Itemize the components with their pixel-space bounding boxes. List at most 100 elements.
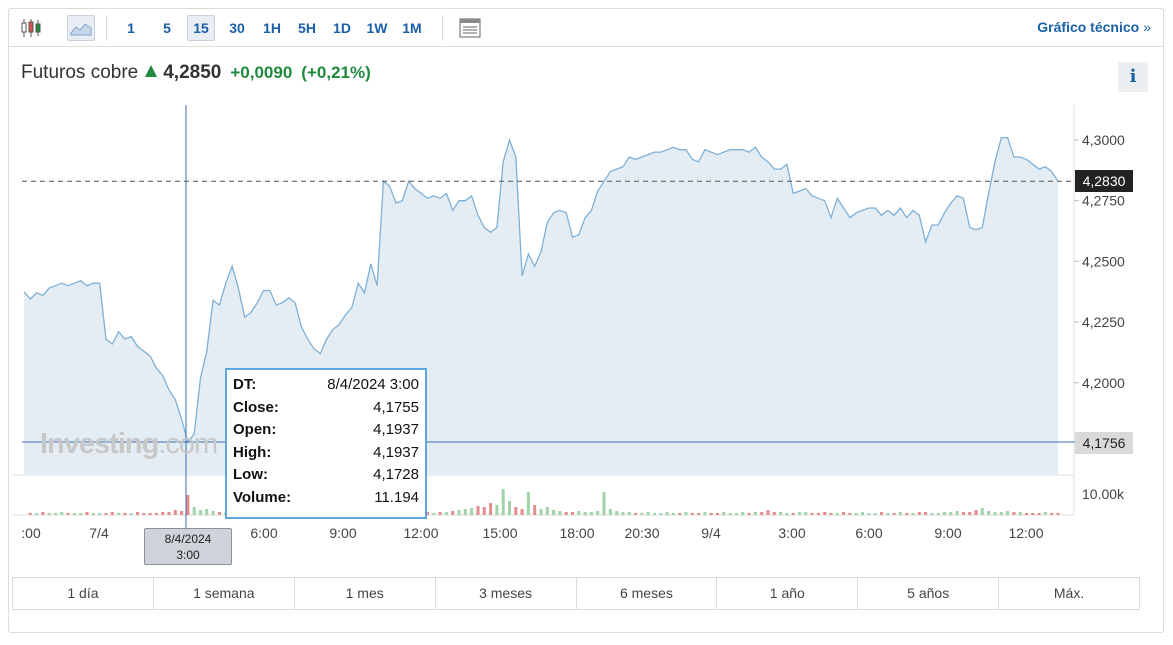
volume-bar: [161, 512, 165, 515]
table-view-icon[interactable]: [457, 15, 483, 41]
volume-bar: [665, 512, 669, 515]
volume-bar: [867, 513, 871, 515]
volume-bar: [489, 503, 493, 515]
chevron-right-icon: »: [1143, 19, 1151, 35]
volume-bar: [571, 512, 574, 515]
volume-bar: [41, 512, 45, 515]
volume-bar: [949, 512, 953, 515]
timeframe-15[interactable]: 15: [187, 15, 215, 41]
volume-bar: [60, 512, 64, 515]
y-tick-label: 4,2250: [1082, 314, 1125, 330]
info-button[interactable]: i: [1118, 62, 1148, 92]
tooltip-row: High: 4,1937: [233, 442, 419, 465]
volume-bar: [791, 513, 795, 515]
volume-bar: [722, 512, 726, 515]
volume-bar: [798, 512, 801, 515]
area-chart-icon[interactable]: [67, 15, 95, 41]
volume-bar: [678, 513, 682, 515]
volume-bar: [123, 513, 127, 515]
timeframe-5h[interactable]: 5H: [298, 20, 316, 36]
volume-bar: [470, 508, 474, 515]
quote-header: Futuros cobre 4,2850 +0,0090 (+0,21%): [21, 62, 371, 86]
volume-bar: [66, 513, 70, 515]
volume-bar: [640, 513, 644, 515]
price-line: [23, 136, 1059, 444]
tooltip-row: Volume: 11.194: [233, 487, 419, 510]
volume-bar: [1025, 513, 1028, 515]
volume-bar: [451, 511, 455, 515]
volume-bar: [520, 509, 524, 515]
volume-bar: [98, 513, 102, 515]
tooltip-value: 4,1728: [373, 466, 419, 484]
timeframe-1w[interactable]: 1W: [366, 20, 388, 36]
candlestick-icon[interactable]: [19, 15, 45, 41]
volume-bar: [596, 511, 600, 515]
timeframe-1h[interactable]: 1H: [263, 20, 281, 36]
volume-bar: [508, 501, 511, 515]
volume-bar: [426, 512, 429, 515]
volume-bar: [545, 507, 549, 515]
volume-bar: [608, 509, 612, 515]
range-1-year[interactable]: 1 año: [717, 578, 859, 609]
x-tick-label: 6:00: [250, 525, 277, 541]
x-tick-label: 7/4: [89, 525, 109, 541]
volume-bar: [558, 511, 562, 515]
tooltip-key: Volume:: [233, 488, 292, 506]
volume-bar: [72, 513, 76, 515]
x-tick-label: 9/4: [701, 525, 721, 541]
volume-bar: [659, 513, 663, 515]
volume-bar: [432, 513, 436, 515]
volume-bar: [823, 512, 827, 515]
timeframe-1d[interactable]: 1D: [333, 20, 351, 36]
chart-toolbar: 1 5 15 30 1H 5H 1D 1W 1M Gráfico técnico…: [9, 9, 1163, 47]
technical-chart-link[interactable]: Gráfico técnico»: [1037, 19, 1151, 35]
volume-bar: [564, 512, 568, 515]
range-5-years[interactable]: 5 años: [858, 578, 1000, 609]
range-3-months[interactable]: 3 meses: [436, 578, 577, 609]
volume-bar: [634, 513, 638, 515]
last-price: 4,2850: [163, 62, 222, 83]
volume-bar: [110, 512, 114, 515]
volume-bar: [457, 510, 461, 515]
volume-bar: [91, 513, 95, 515]
volume-bar: [816, 513, 820, 515]
range-6-months[interactable]: 6 meses: [577, 578, 718, 609]
volume-bar: [495, 505, 499, 515]
volume-bar: [930, 513, 934, 515]
x-tick-label: 20:30: [624, 525, 659, 541]
tooltip-key: Open:: [233, 421, 277, 439]
tooltip-key: Low:: [233, 466, 268, 484]
range-max[interactable]: Máx.: [1053, 585, 1085, 601]
range-1-week[interactable]: 1 semana: [154, 578, 295, 609]
up-arrow-icon: [145, 65, 158, 77]
volume-bar: [621, 512, 625, 515]
range-1-month[interactable]: 1 mes: [295, 578, 436, 609]
crosshair-date: 8/4/2024: [164, 532, 212, 546]
volume-bar: [684, 512, 688, 515]
timeframe-5[interactable]: 5: [163, 20, 171, 36]
volume-bar: [760, 512, 764, 515]
instrument-name: Futuros cobre: [21, 62, 139, 83]
x-tick-label: 3:00: [778, 525, 805, 541]
x-tick-label: 9:00: [934, 525, 961, 541]
y-tick-label: 4,3000: [1082, 132, 1125, 148]
timeframe-30[interactable]: 30: [229, 20, 245, 36]
volume-bar: [1050, 513, 1054, 515]
x-tick-label: 12:00: [403, 525, 438, 541]
ohlc-tooltip: DT: 8/4/2024 3:00 Close: 4,1755 Open: 4,193…: [225, 368, 427, 519]
volume-bar: [526, 492, 530, 515]
technical-chart-label: Gráfico técnico: [1037, 19, 1140, 35]
x-tick-label: 9:00: [329, 525, 356, 541]
timeframe-1m[interactable]: 1M: [402, 20, 422, 36]
volume-bar: [671, 513, 675, 515]
volume-bar: [766, 510, 770, 515]
range-1-day[interactable]: 1 día: [13, 578, 154, 609]
volume-bar: [829, 513, 833, 515]
volume-bar: [28, 513, 32, 515]
volume-bar: [180, 511, 184, 515]
volume-bar: [1018, 512, 1022, 515]
timeframe-1[interactable]: 1: [127, 20, 135, 36]
x-tick-label: 18:00: [559, 525, 594, 541]
volume-bar: [602, 492, 606, 515]
volume-bar: [880, 512, 883, 515]
